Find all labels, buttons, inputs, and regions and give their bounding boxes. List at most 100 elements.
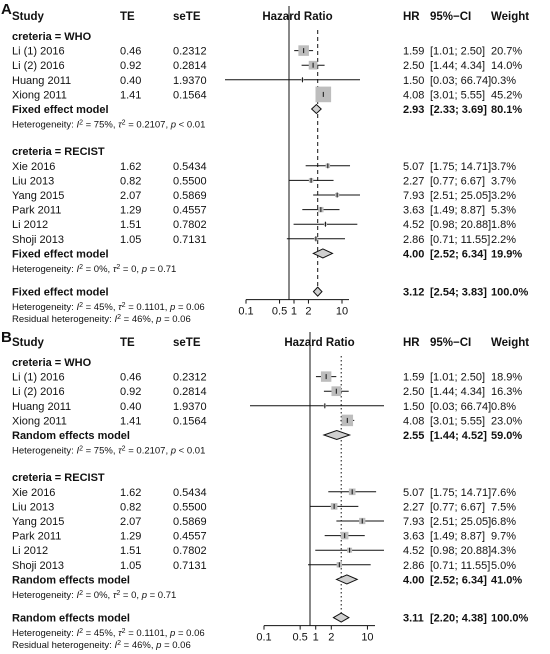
study-ci: [0.71; 11.55] — [430, 560, 490, 572]
study-name: Huang 2011 — [12, 401, 71, 413]
study-name: Xie 2016 — [12, 161, 55, 173]
study-weight: 4.3% — [491, 545, 516, 557]
study-name: Shoji 2013 — [12, 560, 64, 572]
summary-hr: 4.00 — [403, 574, 424, 586]
study-weight: 5.3% — [491, 205, 516, 217]
study-weight: 3.7% — [491, 175, 516, 187]
heterogeneity-text: Heterogeneity: I2 = 0%, τ2 = 0, p = 0.71 — [12, 590, 176, 602]
summary-diamond — [310, 103, 322, 115]
x-axis-tick-label: 2 — [328, 632, 334, 644]
study-name: Liu 2013 — [12, 175, 54, 187]
study-weight: 2.2% — [491, 234, 516, 246]
study-weight: 3.2% — [491, 190, 516, 202]
study-ci: [1.01; 2.50] — [430, 46, 485, 58]
study-te: 1.51 — [120, 545, 141, 557]
x-axis-tick-label: 10 — [336, 306, 348, 318]
summary-hr: 2.55 — [403, 430, 424, 442]
overall-label: Fixed effect model — [12, 287, 109, 299]
study-ci: [1.75; 14.71] — [430, 487, 491, 499]
study-name: Yang 2015 — [12, 190, 64, 202]
overall-diamond — [332, 612, 350, 623]
summary-label: Fixed effect model — [12, 248, 109, 260]
study-sete: 0.7131 — [173, 234, 207, 246]
header-sete: seTE — [173, 337, 201, 349]
summary-weight: 80.1% — [491, 104, 522, 116]
study-sete: 0.1564 — [173, 415, 207, 427]
study-name: Li (2) 2016 — [12, 386, 65, 398]
header-te: TE — [120, 337, 135, 349]
x-axis-tick-label: 10 — [361, 632, 373, 644]
header-ci: 95%−CI — [430, 11, 471, 23]
heterogeneity-text: Heterogeneity: I2 = 75%, τ2 = 0.2107, p … — [12, 119, 205, 131]
study-hr: 7.93 — [403, 516, 424, 528]
summary-diamond — [335, 574, 359, 585]
overall-weight: 100.0% — [491, 613, 529, 625]
header-sete: seTE — [173, 11, 201, 23]
study-sete: 0.4557 — [173, 205, 207, 217]
study-weight: 18.9% — [491, 372, 522, 384]
study-te: 0.46 — [120, 372, 141, 384]
residual-heterogeneity-text: Residual heterogeneity: I2 = 46%, p = 0.… — [12, 640, 191, 652]
study-sete: 0.2814 — [173, 386, 207, 398]
summary-ci: [2.52; 6.34] — [430, 574, 487, 586]
x-axis-tick-label: 0.5 — [293, 632, 308, 644]
study-sete: 0.5869 — [173, 190, 207, 202]
subgroup-title: creteria = RECIST — [12, 472, 105, 484]
study-ci: [1.44; 4.34] — [430, 386, 485, 398]
study-hr: 4.08 — [403, 415, 424, 427]
summary-label: Fixed effect model — [12, 104, 109, 116]
study-te: 2.07 — [120, 516, 141, 528]
study-hr: 5.07 — [403, 487, 424, 499]
study-name: Yang 2015 — [12, 516, 64, 528]
study-ci: [0.03; 66.74] — [430, 75, 491, 87]
study-name: Li (1) 2016 — [12, 372, 65, 384]
study-name: Li (2) 2016 — [12, 60, 65, 72]
summary-ci: [2.33; 3.69] — [430, 104, 487, 116]
subgroup-title: creteria = RECIST — [12, 146, 105, 158]
study-ci: [1.49; 8.87] — [430, 531, 485, 543]
study-sete: 0.5434 — [173, 161, 207, 173]
study-hr: 7.93 — [403, 190, 424, 202]
summary-label: Random effects model — [12, 574, 130, 586]
study-weight: 0.8% — [491, 401, 516, 413]
study-te: 1.62 — [120, 161, 141, 173]
residual-heterogeneity-text: Residual heterogeneity: I2 = 46%, p = 0.… — [12, 314, 191, 326]
x-axis-tick-label: 0.5 — [272, 306, 287, 318]
study-sete: 0.5434 — [173, 487, 207, 499]
heterogeneity-text: Heterogeneity: I2 = 75%, τ2 = 0.2107, p … — [12, 445, 205, 457]
study-sete: 0.7802 — [173, 545, 207, 557]
summary-diamond — [312, 248, 334, 259]
summary-hr: 2.93 — [403, 104, 424, 116]
study-ci: [3.01; 5.55] — [430, 415, 485, 427]
overall-hr: 3.11 — [403, 613, 424, 625]
header-te: TE — [120, 11, 135, 23]
x-axis-tick-label: 2 — [305, 306, 311, 318]
header-hazard-ratio: Hazard Ratio — [284, 337, 354, 349]
study-ci: [0.03; 66.74] — [430, 401, 491, 413]
study-weight: 3.7% — [491, 161, 516, 173]
study-name: Li 2012 — [12, 219, 48, 231]
study-weight: 20.7% — [491, 46, 522, 58]
study-te: 1.51 — [120, 219, 141, 231]
study-ci: [1.49; 8.87] — [430, 205, 485, 217]
study-ci: [0.98; 20.88] — [430, 219, 491, 231]
study-hr: 1.59 — [403, 46, 424, 58]
study-weight: 16.3% — [491, 386, 522, 398]
study-sete: 0.2312 — [173, 372, 207, 384]
study-weight: 1.8% — [491, 219, 516, 231]
study-name: Xiong 2011 — [12, 89, 67, 101]
study-te: 1.05 — [120, 234, 141, 246]
study-name: Li 2012 — [12, 545, 48, 557]
summary-weight: 59.0% — [491, 430, 522, 442]
panel-label: B — [1, 329, 12, 346]
study-hr: 5.07 — [403, 161, 424, 173]
study-te: 0.92 — [120, 386, 141, 398]
x-axis-tick-label: 0.1 — [238, 306, 253, 318]
study-sete: 0.2814 — [173, 60, 207, 72]
study-hr: 3.63 — [403, 531, 424, 543]
study-name: Huang 2011 — [12, 75, 71, 87]
study-weight: 45.2% — [491, 89, 522, 101]
study-te: 0.40 — [120, 401, 141, 413]
study-hr: 1.50 — [403, 401, 424, 413]
header-ci: 95%−CI — [430, 337, 471, 349]
